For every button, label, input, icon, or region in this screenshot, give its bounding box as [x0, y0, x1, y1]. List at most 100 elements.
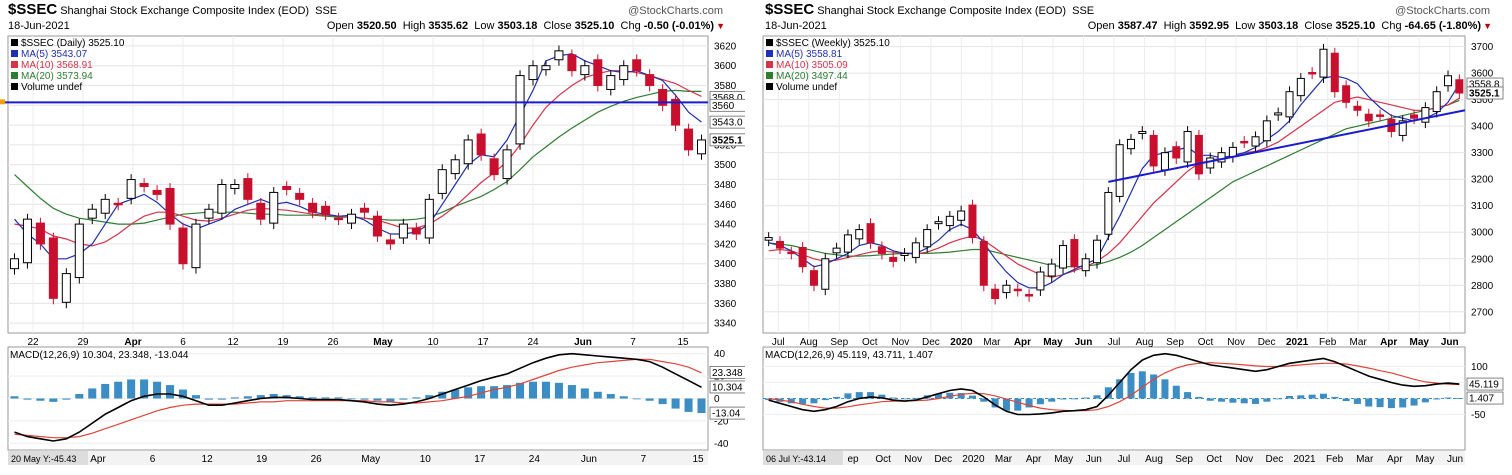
- candle-body[interactable]: [923, 229, 932, 248]
- candle-body[interactable]: [593, 59, 603, 86]
- candle-body[interactable]: [1002, 284, 1011, 294]
- candle-body[interactable]: [282, 185, 292, 190]
- candle-body[interactable]: [1183, 130, 1192, 163]
- candle-body[interactable]: [877, 246, 886, 254]
- candle-body[interactable]: [945, 215, 954, 227]
- candle-body[interactable]: [295, 192, 305, 200]
- candle-body[interactable]: [489, 158, 499, 176]
- candle-body[interactable]: [1308, 71, 1317, 75]
- candle-body[interactable]: [1160, 152, 1169, 171]
- candle-body[interactable]: [934, 221, 943, 225]
- candle-body[interactable]: [798, 247, 807, 268]
- source-credit[interactable]: @StockCharts.com: [1395, 5, 1490, 17]
- candle-body[interactable]: [191, 223, 201, 269]
- candle-body[interactable]: [911, 242, 920, 258]
- candle-body[interactable]: [87, 208, 97, 219]
- candle-body[interactable]: [424, 198, 434, 239]
- source-credit[interactable]: @StockCharts.com: [628, 5, 723, 17]
- candle-body[interactable]: [502, 149, 512, 180]
- candle-body[interactable]: [1274, 112, 1283, 116]
- candle-body[interactable]: [632, 59, 642, 72]
- candle-body[interactable]: [809, 270, 818, 286]
- candle-body[interactable]: [1149, 134, 1158, 167]
- candle-body[interactable]: [61, 273, 71, 303]
- candle-body[interactable]: [204, 208, 214, 219]
- candle-body[interactable]: [1081, 258, 1090, 272]
- candle-body[interactable]: [334, 217, 344, 221]
- candle-body[interactable]: [411, 227, 421, 235]
- candle-body[interactable]: [606, 75, 616, 90]
- candle-body[interactable]: [1240, 140, 1249, 144]
- candle-body[interactable]: [74, 223, 84, 279]
- candle-body[interactable]: [347, 213, 357, 224]
- candle-body[interactable]: [1059, 244, 1068, 269]
- candle-body[interactable]: [1342, 85, 1351, 103]
- candle-body[interactable]: [9, 258, 19, 270]
- candle-body[interactable]: [1455, 79, 1464, 94]
- candle-body[interactable]: [450, 159, 460, 175]
- candle-body[interactable]: [645, 74, 655, 87]
- candle-body[interactable]: [541, 65, 551, 71]
- candle-body[interactable]: [126, 179, 136, 199]
- candle-body[interactable]: [1398, 120, 1407, 136]
- candle-body[interactable]: [1432, 91, 1441, 113]
- candle-body[interactable]: [1330, 52, 1339, 93]
- candle-body[interactable]: [567, 54, 577, 72]
- candle-body[interactable]: [398, 223, 408, 239]
- candle-body[interactable]: [1194, 134, 1203, 175]
- candle-body[interactable]: [1296, 77, 1305, 97]
- candle-body[interactable]: [1262, 120, 1271, 142]
- candle-body[interactable]: [308, 202, 318, 213]
- weekly-chart-svg[interactable]: 3700 3600 3500 3400 3300 3200 3100 3000 2900 2800…: [757, 0, 1512, 475]
- candle-body[interactable]: [671, 98, 681, 126]
- symbol[interactable]: $SSEC: [765, 1, 815, 18]
- candle-body[interactable]: [554, 50, 564, 61]
- candle-body[interactable]: [866, 223, 875, 244]
- candle-body[interactable]: [372, 215, 382, 237]
- candle-body[interactable]: [1444, 75, 1453, 87]
- candle-body[interactable]: [269, 191, 279, 224]
- candle-body[interactable]: [889, 256, 898, 262]
- candle-body[interactable]: [256, 202, 266, 220]
- candle-body[interactable]: [165, 187, 175, 225]
- candle-body[interactable]: [476, 133, 486, 156]
- candle-body[interactable]: [463, 139, 473, 165]
- candle-body[interactable]: [580, 65, 590, 76]
- candle-body[interactable]: [1364, 113, 1373, 122]
- candle-body[interactable]: [1228, 146, 1237, 158]
- symbol[interactable]: $SSEC: [8, 1, 58, 18]
- candle-body[interactable]: [821, 258, 830, 290]
- candle-body[interactable]: [1093, 239, 1102, 264]
- trend-line[interactable]: [1108, 109, 1466, 183]
- candle-body[interactable]: [968, 204, 977, 239]
- candle-body[interactable]: [230, 184, 240, 189]
- candle-body[interactable]: [1206, 157, 1215, 169]
- candle-body[interactable]: [900, 252, 909, 256]
- candle-body[interactable]: [528, 65, 538, 81]
- candle-body[interactable]: [35, 222, 45, 245]
- candle-body[interactable]: [1104, 191, 1113, 235]
- candle-body[interactable]: [321, 205, 331, 215]
- candle-body[interactable]: [787, 251, 796, 255]
- candle-body[interactable]: [217, 184, 227, 214]
- candle-body[interactable]: [1115, 144, 1124, 197]
- support-line-handle[interactable]: [0, 99, 5, 105]
- candle-body[interactable]: [437, 169, 447, 194]
- candle-body[interactable]: [619, 65, 629, 81]
- candle-body[interactable]: [1285, 91, 1294, 118]
- candle-body[interactable]: [957, 210, 966, 221]
- candle-body[interactable]: [1172, 146, 1181, 159]
- candle-body[interactable]: [515, 75, 525, 145]
- candle-body[interactable]: [1410, 114, 1419, 119]
- candle-body[interactable]: [1251, 136, 1260, 147]
- candle-body[interactable]: [1025, 294, 1034, 297]
- candle-body[interactable]: [979, 240, 988, 286]
- candle-body[interactable]: [178, 227, 188, 265]
- candle-body[interactable]: [832, 247, 841, 254]
- candle-body[interactable]: [855, 229, 864, 240]
- candle-body[interactable]: [1036, 271, 1045, 291]
- candle-body[interactable]: [243, 178, 253, 200]
- candle-body[interactable]: [697, 139, 707, 155]
- candle-body[interactable]: [1013, 288, 1022, 292]
- candle-body[interactable]: [658, 88, 668, 106]
